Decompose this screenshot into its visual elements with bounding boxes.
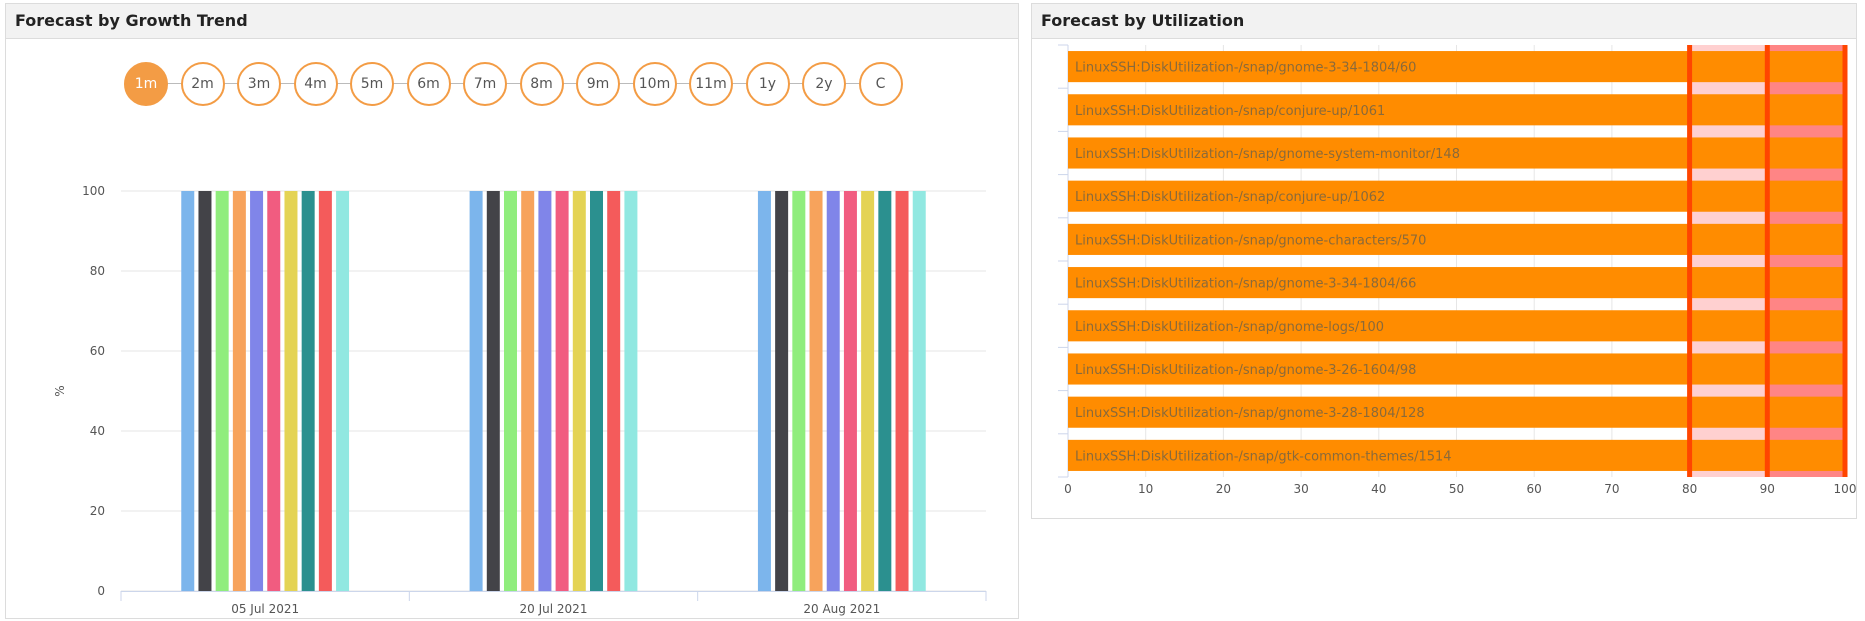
bar [1068, 353, 1845, 385]
y-tick-labels: 0 20 40 60 80 100 [82, 184, 105, 598]
range-chip-5m[interactable]: 5m [350, 62, 394, 106]
x-tick-label: 80 [1682, 482, 1697, 496]
range-chip-7m[interactable]: 7m [463, 62, 507, 106]
bar [809, 191, 823, 591]
bar-label: LinuxSSH:DiskUtilization-/snap/gnome-3-2… [1075, 406, 1425, 421]
x-tick-label: 20 Jul 2021 [520, 602, 588, 616]
bar [607, 191, 621, 591]
x-tick-label: 30 [1293, 482, 1308, 496]
bar [590, 191, 603, 591]
x-tick-label: 0 [1064, 482, 1072, 496]
x-tick-label: 20 Aug 2021 [803, 602, 880, 616]
bar-label: LinuxSSH:DiskUtilization-/snap/gnome-3-2… [1075, 363, 1416, 378]
bar [757, 191, 771, 591]
bar [1068, 51, 1845, 83]
range-chip-6m[interactable]: 6m [406, 62, 451, 106]
range-chip-2y[interactable]: 2y [802, 62, 846, 106]
bars [1068, 51, 1845, 471]
bar-labels: LinuxSSH:DiskUtilization-/snap/gnome-3-3… [1075, 61, 1460, 465]
bar [521, 191, 535, 591]
bar-label: LinuxSSH:DiskUtilization-/snap/gtk-commo… [1075, 449, 1452, 464]
range-chip-1y[interactable]: 1y [745, 62, 790, 106]
y-tick-label: 40 [90, 424, 105, 438]
bar [301, 191, 315, 591]
bar [775, 191, 789, 591]
bar [572, 191, 586, 591]
x-tick-label: 70 [1604, 482, 1619, 496]
bar [1068, 180, 1845, 212]
y-tick-label: 60 [90, 344, 105, 358]
x-tick-label: 10 [1138, 482, 1153, 496]
x-tick-label: 90 [1760, 482, 1775, 496]
bar [1068, 94, 1845, 126]
bar [1068, 137, 1845, 169]
range-chip-2m[interactable]: 2m [180, 62, 225, 106]
bar [1068, 267, 1845, 299]
bars [181, 191, 926, 591]
bar [504, 191, 517, 591]
utilization-panel: Forecast by Utilization 0 10 20 30 40 50 60 70 8… [1031, 3, 1857, 519]
range-chip-10m[interactable]: 10m [632, 62, 677, 106]
bar [198, 191, 212, 591]
y-tick-label: 80 [90, 264, 105, 278]
bar [250, 191, 264, 591]
utilization-chart: 0 10 20 30 40 50 60 70 80 90 100 LinuxSSH:DiskUtili… [1058, 44, 1856, 496]
y-tick-label: 100 [82, 184, 105, 198]
bar [232, 191, 246, 591]
range-chip-8m[interactable]: 8m [519, 62, 564, 106]
x-tick-label: 60 [1527, 482, 1542, 496]
growth-trend-chart: 0 20 40 60 80 100% 05 Jul 2021 20 Jul 2021 20 Au… [53, 184, 987, 616]
bar-label: LinuxSSH:DiskUtilization-/snap/conjure-u… [1075, 104, 1385, 119]
bar [469, 191, 483, 591]
x-tick-labels: 0 10 20 30 40 50 60 70 80 90 100 [1064, 482, 1856, 496]
bar [1068, 439, 1845, 471]
bar [555, 191, 569, 591]
bar [538, 191, 552, 591]
bar [284, 191, 298, 591]
bar [1068, 310, 1845, 342]
bar [215, 191, 229, 591]
y-tick-label: 20 [90, 504, 105, 518]
y-tick-label: 0 [97, 584, 105, 598]
y-axis-title: % [53, 385, 67, 396]
x-tick-label: 50 [1449, 482, 1464, 496]
bar-label: LinuxSSH:DiskUtilization-/snap/gnome-cha… [1075, 233, 1426, 248]
growth-trend-panel: Forecast by Growth Trend 1m 2m 3m 4m 5m 6m 7m 8… [5, 3, 1019, 619]
bar [1068, 396, 1845, 428]
bar [878, 191, 892, 591]
bar [843, 191, 857, 591]
bar [181, 191, 195, 591]
x-tick-label: 100 [1834, 482, 1856, 496]
bar [826, 191, 840, 591]
bar [1068, 223, 1845, 255]
x-tick-label: 40 [1371, 482, 1386, 496]
util-panel-title: Forecast by Utilization [1032, 4, 1856, 39]
bar-label: LinuxSSH:DiskUtilization-/snap/gnome-log… [1075, 320, 1384, 335]
bar [486, 191, 500, 591]
growth-panel-title: Forecast by Growth Trend [6, 4, 1018, 39]
range-chip-4m[interactable]: 4m [293, 62, 338, 106]
bar [912, 191, 926, 591]
bar [895, 191, 909, 591]
x-tick-label: 20 [1216, 482, 1231, 496]
bar-label: LinuxSSH:DiskUtilization-/snap/gnome-3-3… [1075, 61, 1416, 76]
bar [267, 191, 281, 591]
bar-label: LinuxSSH:DiskUtilization-/snap/conjure-u… [1075, 190, 1385, 205]
threshold-lines [1687, 45, 1848, 477]
x-tick-labels: 05 Jul 2021 20 Jul 2021 20 Aug 2021 [231, 602, 880, 616]
bar [792, 191, 806, 591]
range-chip-c[interactable]: C [858, 62, 903, 106]
range-chip-1m[interactable]: 1m [124, 62, 168, 106]
range-chip-9m[interactable]: 9m [576, 62, 620, 106]
bar-label: LinuxSSH:DiskUtilization-/snap/gnome-sys… [1075, 147, 1460, 162]
bar [318, 191, 332, 591]
range-connector-line [144, 83, 879, 84]
bar [624, 191, 638, 591]
bar-label: LinuxSSH:DiskUtilization-/snap/gnome-3-3… [1075, 277, 1416, 292]
x-tick-label: 05 Jul 2021 [231, 602, 299, 616]
range-chip-11m[interactable]: 11m [689, 62, 733, 106]
range-chip-3m[interactable]: 3m [237, 62, 281, 106]
bar [336, 191, 350, 591]
bar [861, 191, 875, 591]
